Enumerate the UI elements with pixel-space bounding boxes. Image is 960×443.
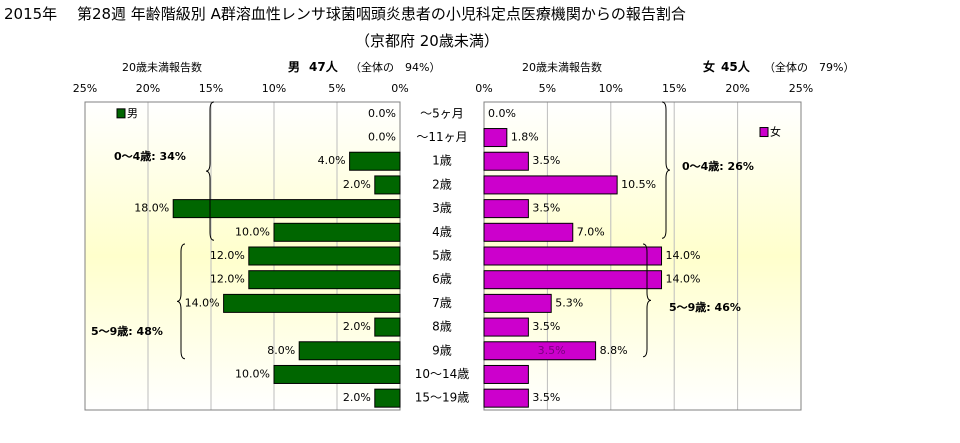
male-data-label: 12.0%: [210, 273, 245, 286]
male-sex-label: 男: [288, 60, 301, 74]
male-bar: [248, 270, 401, 290]
male-data-label: 0.0%: [368, 107, 396, 120]
female-x-tick-label: 20%: [725, 82, 749, 95]
female-count-label: 20歳未満報告数: [522, 61, 602, 74]
female-x-tick-label: 0%: [475, 82, 492, 95]
female-sex-label: 女: [703, 60, 716, 74]
male-bracket-0-4: [205, 101, 215, 241]
age-category-label: 5歳: [432, 249, 452, 263]
male-count-label: 20歳未満報告数: [122, 61, 202, 74]
female-bracket-0-4: [661, 101, 671, 239]
age-category-label: 1歳: [432, 154, 452, 168]
male-group-0-4-label: 0～4歳: 34%: [114, 149, 186, 163]
male-data-label: 2.0%: [343, 178, 371, 191]
female-bar: [483, 175, 618, 195]
female-bar: [483, 364, 529, 384]
female-bar: [483, 341, 597, 361]
female-data-label: 14.0%: [666, 273, 701, 286]
female-bar: [483, 222, 574, 242]
male-bar: [374, 175, 401, 195]
male-bar: [248, 246, 401, 266]
female-group-0-4-label: 0～4歳: 26%: [682, 159, 754, 173]
male-count: 47人: [309, 60, 338, 74]
female-bar: [483, 151, 529, 171]
age-category-label: 4歳: [432, 225, 452, 239]
male-data-label: 10.0%: [235, 367, 270, 380]
male-data-label: 2.0%: [343, 320, 371, 333]
female-x-tick-label: 5%: [539, 82, 556, 95]
age-category-label: 6歳: [432, 272, 452, 286]
female-bar: [483, 246, 663, 266]
female-data-label: 1.8%: [511, 131, 539, 144]
female-data-label: 7.0%: [577, 225, 605, 238]
male-data-label: 14.0%: [185, 296, 220, 309]
female-data-label: 8.8%: [600, 344, 628, 357]
male-bar: [172, 199, 401, 219]
female-bar: [483, 317, 529, 337]
male-x-tick-label: 5%: [328, 82, 345, 95]
age-category-label: 3歳: [432, 201, 452, 215]
male-data-label: 18.0%: [134, 202, 169, 215]
chart-title: 2015年 第28週 年齢階級別 A群溶血性レンサ球菌咽頭炎患者の小児科定点医療…: [4, 5, 686, 23]
female-data-label: 3.5%: [532, 320, 560, 333]
female-bar: [483, 270, 663, 290]
age-category-label: 8歳: [432, 320, 452, 334]
female-x-tick-label: 10%: [599, 82, 623, 95]
age-category-label: 10～14歳: [415, 367, 470, 381]
female-data-label: 0.0%: [488, 107, 516, 120]
female-bar: [483, 388, 529, 408]
female-data-label: 3.5%: [538, 344, 566, 357]
female-data-label: 5.3%: [555, 296, 583, 309]
age-category-label: 9歳: [432, 343, 452, 357]
female-data-label: 3.5%: [532, 154, 560, 167]
female-bar: [483, 128, 508, 148]
male-bar: [298, 341, 401, 361]
age-category-label: 7歳: [432, 296, 452, 310]
female-legend-label: 女: [770, 125, 781, 139]
female-group-5-9-label: 5～9歳: 46%: [669, 300, 741, 314]
male-x-tick-label: 20%: [136, 82, 160, 95]
male-bracket-5-9: [176, 243, 186, 360]
male-x-tick-label: 15%: [199, 82, 223, 95]
male-share: （全体の 94%）: [350, 61, 441, 74]
female-data-label: 14.0%: [666, 249, 701, 262]
age-category-label: 2歳: [432, 177, 452, 191]
chart-subtitle: （京都府 20歳未満）: [355, 32, 499, 50]
male-bar: [273, 364, 401, 384]
male-data-label: 2.0%: [343, 391, 371, 404]
female-x-tick-label: 15%: [662, 82, 686, 95]
female-share: （全体の 79%）: [764, 61, 855, 74]
male-bar: [374, 388, 401, 408]
female-bracket-5-9: [642, 243, 652, 358]
male-x-tick-label: 0%: [391, 82, 408, 95]
male-bar: [223, 293, 401, 313]
female-bar: [483, 293, 552, 313]
male-data-label: 10.0%: [235, 225, 270, 238]
male-legend-swatch: [116, 108, 126, 119]
male-bar: [374, 317, 401, 337]
female-bar: [483, 199, 529, 219]
female-data-label: 10.5%: [621, 178, 656, 191]
female-data-label: 3.5%: [532, 391, 560, 404]
male-bar: [349, 151, 401, 171]
male-data-label: 8.0%: [267, 344, 295, 357]
age-category-label: 15～19歳: [415, 391, 470, 405]
male-data-label: 12.0%: [210, 249, 245, 262]
age-category-label: ～5ヶ月: [420, 106, 464, 120]
female-legend-swatch: [759, 127, 769, 138]
male-x-tick-label: 25%: [73, 82, 97, 95]
male-group-5-9-label: 5～9歳: 48%: [91, 324, 163, 338]
age-category-label: ～11ヶ月: [416, 130, 467, 144]
female-data-label: 3.5%: [532, 202, 560, 215]
female-count: 45人: [721, 60, 750, 74]
male-x-tick-label: 10%: [262, 82, 286, 95]
male-bar: [273, 222, 401, 242]
male-data-label: 0.0%: [368, 131, 396, 144]
female-x-tick-label: 25%: [789, 82, 813, 95]
male-legend-label: 男: [127, 107, 138, 120]
male-data-label: 4.0%: [318, 154, 346, 167]
